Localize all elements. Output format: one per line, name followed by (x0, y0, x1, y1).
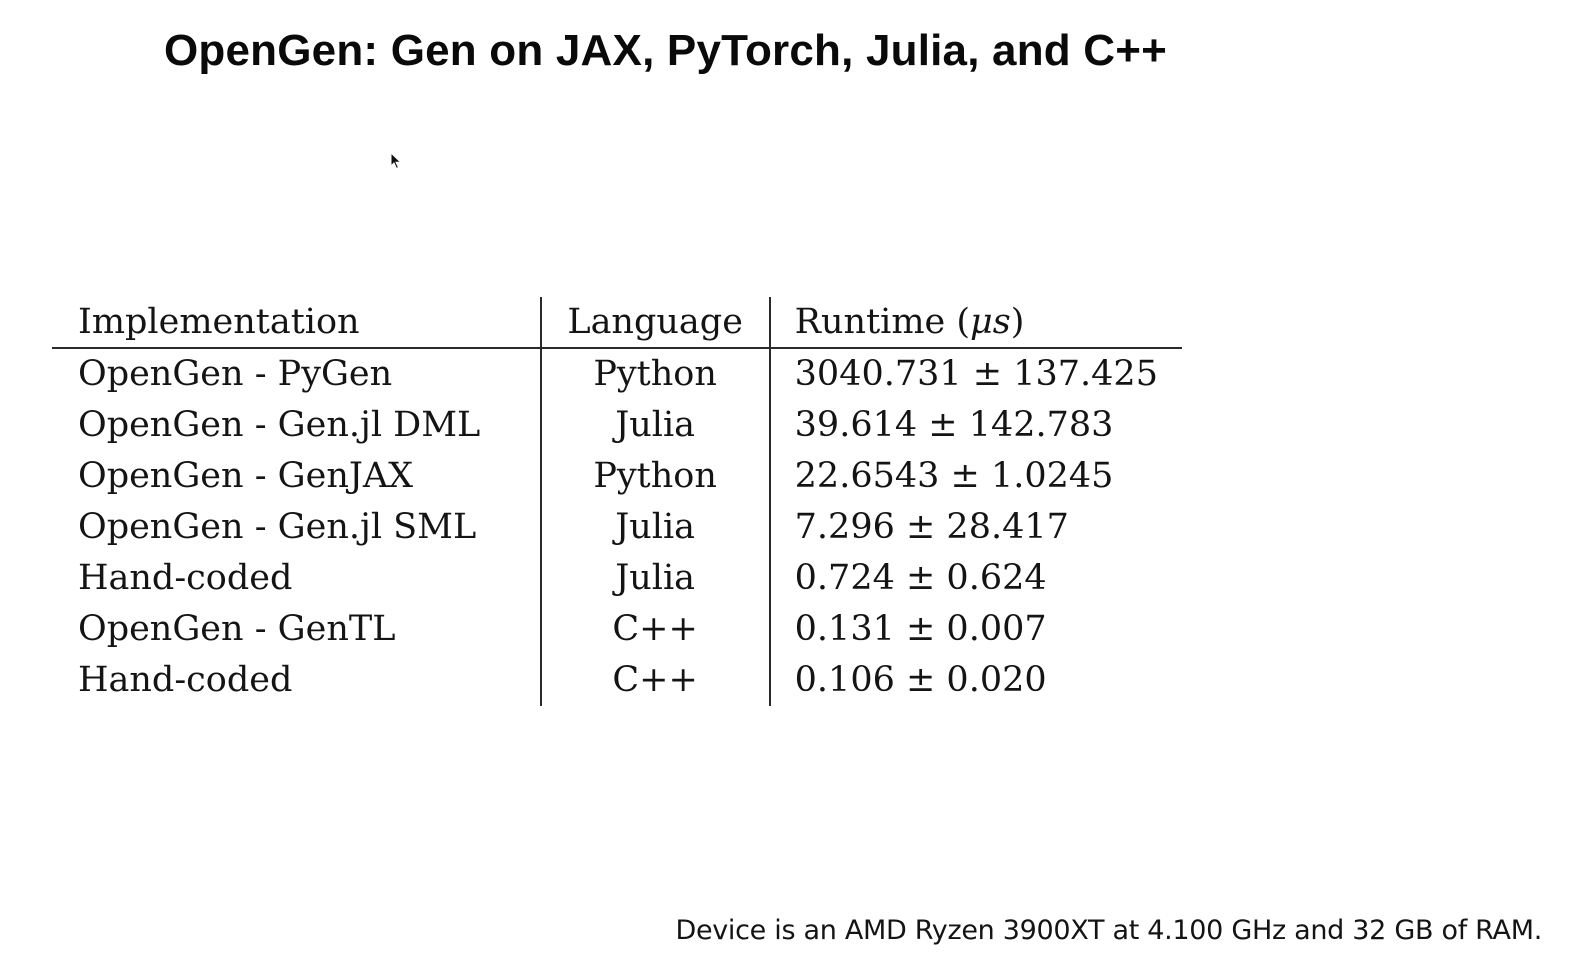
cell-language: Python (539, 348, 770, 400)
table-row: OpenGen - Gen.jl DML Julia 39.614 ± 142.… (52, 400, 1182, 451)
cell-language: Julia (539, 502, 770, 553)
header-runtime: Runtime (μs) (768, 297, 1182, 349)
header-runtime-label: Runtime ( (794, 302, 971, 342)
header-runtime-unit: μs (970, 302, 1011, 342)
cell-language: C++ (539, 604, 770, 655)
cell-runtime: 7.296 ± 28.417 (768, 502, 1182, 553)
table-header-row: Implementation Language Runtime (μs) (52, 297, 1182, 349)
cell-implementation: OpenGen - GenTL (78, 609, 396, 649)
header-runtime-close: ) (1010, 302, 1025, 342)
header-implementation: Implementation (52, 297, 541, 349)
results-table-container: Implementation Language Runtime (μs) Ope… (52, 297, 1182, 708)
cell-language: Julia (539, 553, 770, 604)
table-row: OpenGen - Gen.jl SML Julia 7.296 ± 28.41… (52, 502, 1182, 553)
cell-runtime: 0.724 ± 0.624 (768, 553, 1182, 604)
table-row: OpenGen - GenJAX Python 22.6543 ± 1.0245 (52, 451, 1182, 502)
cell-implementation: OpenGen - PyGen (78, 354, 393, 394)
cell-language: Julia (539, 400, 770, 451)
cell-language: Python (539, 451, 770, 502)
device-footnote: Device is an AMD Ryzen 3900XT at 4.100 G… (675, 915, 1542, 946)
results-table: Implementation Language Runtime (μs) Ope… (52, 297, 1182, 706)
cell-runtime: 3040.731 ± 137.425 (768, 348, 1182, 400)
mouse-pointer-icon (390, 152, 402, 170)
cell-implementation: Hand-coded (78, 660, 293, 700)
cell-language: C++ (539, 655, 770, 706)
table-row: Hand-coded Julia 0.724 ± 0.624 (52, 553, 1182, 604)
table-row: OpenGen - PyGen Python 3040.731 ± 137.42… (52, 348, 1182, 400)
cell-runtime: 0.106 ± 0.020 (768, 655, 1182, 706)
table-row: Hand-coded C++ 0.106 ± 0.020 (52, 655, 1182, 706)
cell-implementation: OpenGen - Gen.jl SML (78, 507, 477, 547)
slide-title: OpenGen: Gen on JAX, PyTorch, Julia, and… (164, 26, 1168, 75)
cell-runtime: 22.6543 ± 1.0245 (768, 451, 1182, 502)
cell-runtime: 0.131 ± 0.007 (768, 604, 1182, 655)
header-language: Language (539, 297, 770, 349)
cell-implementation: Hand-coded (78, 558, 293, 598)
cell-runtime: 39.614 ± 142.783 (768, 400, 1182, 451)
cell-implementation: OpenGen - Gen.jl DML (78, 405, 481, 445)
table-row: OpenGen - GenTL C++ 0.131 ± 0.007 (52, 604, 1182, 655)
cell-implementation: OpenGen - GenJAX (78, 456, 414, 496)
